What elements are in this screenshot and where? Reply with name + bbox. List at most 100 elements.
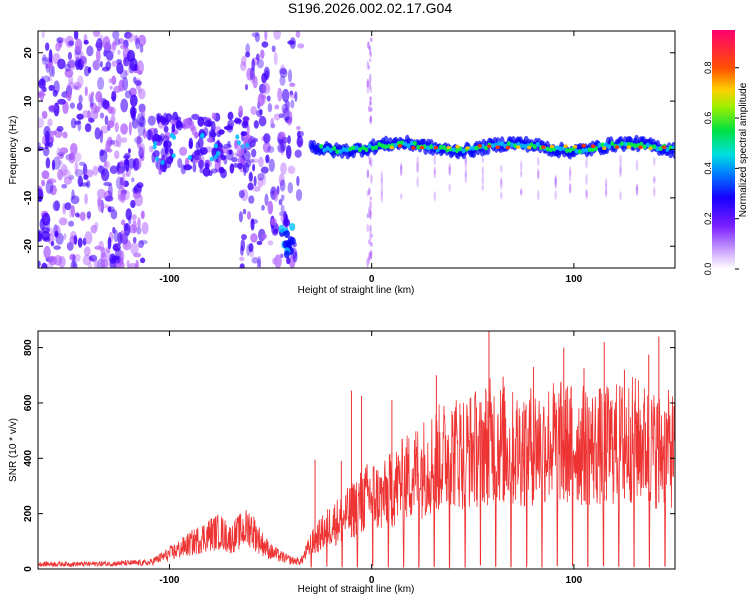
noise-blob — [133, 252, 142, 258]
carrier-blob — [548, 147, 553, 153]
carrier-blob — [590, 147, 595, 153]
carrier-blob — [438, 144, 443, 150]
streak-blob — [554, 177, 557, 189]
noise-blob — [92, 165, 99, 176]
streak-blob — [400, 165, 403, 177]
noise-blob — [48, 255, 57, 266]
noise-blob — [90, 91, 95, 97]
streak-blob — [653, 156, 656, 166]
signal-blob — [206, 137, 214, 143]
noise-blob — [368, 206, 371, 215]
streak-blob — [604, 183, 608, 192]
noise-blob — [240, 245, 244, 256]
streak-blob — [464, 156, 467, 165]
carrier-blob — [455, 148, 459, 154]
carrier-peak-blob — [477, 144, 482, 148]
noise-blob — [294, 90, 298, 102]
noise-blob — [107, 106, 114, 114]
noise-blob — [261, 41, 269, 48]
carrier-blob — [364, 147, 369, 153]
noise-blob — [68, 153, 76, 164]
noise-blob — [366, 223, 369, 233]
streak-blob — [416, 166, 419, 174]
noise-blob — [120, 219, 126, 226]
noise-blob — [251, 148, 257, 158]
noise-blob — [129, 87, 137, 97]
snr-ytick-label: 600 — [23, 394, 34, 411]
noise-blob — [86, 45, 94, 57]
streak-blob — [568, 182, 572, 194]
noise-blob — [109, 139, 116, 145]
noise-blob — [74, 168, 84, 178]
streak-blob — [433, 191, 436, 202]
noise-blob — [112, 31, 120, 40]
noise-blob — [296, 175, 300, 187]
streak-blob — [653, 177, 656, 185]
noise-blob — [369, 85, 373, 94]
noise-blob — [134, 136, 143, 144]
noise-blob — [120, 123, 128, 135]
streak-blob — [448, 183, 451, 192]
noise-blob — [117, 231, 123, 245]
noise-blob — [115, 134, 122, 148]
page-title: S196.2026.002.02.17.G04 — [288, 0, 452, 16]
streak-blob — [433, 169, 436, 179]
noise-blob — [56, 147, 61, 160]
noise-blob — [90, 224, 98, 234]
signal-blob — [155, 156, 160, 162]
snr-ytick-label: 400 — [23, 450, 34, 467]
noise-blob — [70, 195, 80, 205]
noise-blob — [47, 178, 57, 184]
noise-blob — [44, 42, 50, 51]
signal-blob — [283, 250, 290, 259]
snr-ylabel: SNR (10 * v/v) — [8, 418, 19, 482]
signal-blob — [193, 134, 199, 139]
streak-blob — [585, 189, 588, 198]
noise-blob — [129, 94, 138, 107]
noise-blob — [117, 49, 121, 55]
noise-blob — [238, 211, 243, 223]
noise-blob — [95, 49, 101, 63]
noise-blob — [132, 236, 137, 244]
noise-blob — [136, 135, 142, 149]
noise-blob — [58, 217, 68, 226]
signal-blob — [202, 167, 211, 177]
noise-blob — [83, 174, 89, 180]
carrier-peak-blob — [455, 144, 460, 149]
noise-blob — [268, 158, 275, 172]
noise-blob — [132, 186, 139, 194]
noise-blob — [277, 87, 283, 102]
noise-blob — [256, 240, 263, 246]
noise-blob — [136, 112, 145, 127]
noise-blob — [257, 177, 264, 188]
streak-blob — [416, 156, 419, 169]
carrier-blob — [510, 142, 514, 148]
signal-blob — [218, 129, 225, 135]
noise-blob — [48, 105, 57, 113]
carrier-blob — [532, 144, 537, 150]
noise-blob — [287, 135, 291, 145]
noise-blob — [256, 58, 264, 69]
noise-blob — [84, 123, 92, 133]
noise-blob — [369, 95, 372, 101]
noise-blob — [260, 95, 267, 100]
noise-blob — [258, 115, 267, 127]
noise-blob — [285, 145, 292, 160]
noise-blob — [79, 211, 86, 221]
noise-blob — [289, 82, 296, 87]
carrier-blob — [578, 149, 582, 155]
carrier-peak-blob — [662, 145, 667, 150]
noise-blob — [94, 127, 101, 140]
noise-blob — [370, 174, 373, 184]
noise-blob — [86, 211, 92, 219]
noise-blob — [100, 252, 107, 263]
noise-blob — [138, 88, 146, 100]
signal-blob — [282, 240, 289, 249]
noise-blob — [280, 253, 284, 259]
signal-blob — [197, 137, 204, 149]
carrier-blob — [652, 144, 657, 150]
spectrogram-ytick-label: -20 — [23, 239, 34, 254]
noise-blob — [82, 110, 89, 118]
